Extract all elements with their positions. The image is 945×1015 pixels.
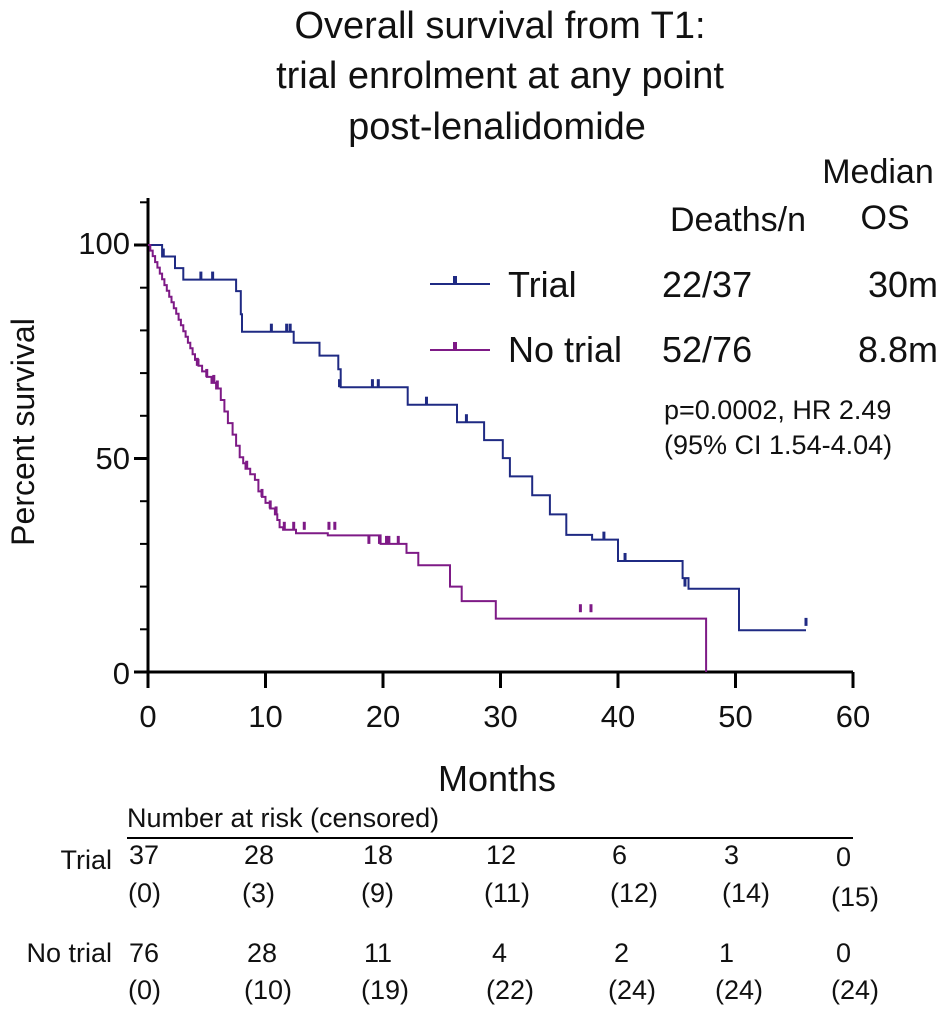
- risk-censored-cell: (24): [831, 975, 879, 1005]
- x-tick-label: 30: [483, 699, 517, 734]
- risk-at-risk-cell: 0: [836, 938, 851, 968]
- risk-at-risk-cell: 1: [719, 938, 734, 968]
- y-tick-label: 0: [113, 656, 130, 691]
- risk-table: Number at risk (censored) Trial 37 28 18…: [26, 803, 879, 1005]
- x-tick-labels: 0 10 20 30 40 50 60: [139, 699, 870, 734]
- risk-censored-cell: (24): [715, 975, 763, 1005]
- risk-at-risk-cell: 28: [244, 840, 274, 870]
- survival-line-trial: [148, 244, 806, 632]
- risk-censored-cell: (11): [484, 878, 530, 908]
- x-tick-label: 20: [366, 699, 400, 734]
- risk-at-risk-cell: 2: [614, 938, 629, 968]
- risk-censored-cell: (0): [128, 878, 161, 908]
- risk-at-risk-cell: 0: [836, 842, 851, 872]
- risk-at-risk-cell: 12: [486, 840, 516, 870]
- y-tick-label: 50: [96, 441, 130, 476]
- risk-at-risk-cell: 76: [129, 938, 159, 968]
- y-tick-label: 100: [78, 226, 130, 261]
- x-tick-label: 50: [718, 699, 752, 734]
- risk-censored-cell: (9): [361, 878, 394, 908]
- survival-curves: [148, 244, 808, 672]
- deaths-n-trial: 22/37: [662, 264, 752, 305]
- x-major-ticks: [146, 672, 855, 688]
- stats-ci: (95% CI 1.54-4.04): [664, 430, 892, 460]
- y-minor-ticks: [140, 201, 148, 631]
- risk-table-title: Number at risk (censored): [127, 803, 439, 833]
- risk-censored-cell: (19): [361, 975, 409, 1005]
- legend-label-no-trial: No trial: [508, 329, 622, 370]
- risk-at-risk-cell: 11: [364, 938, 392, 968]
- y-tick-labels: 0 50 100: [78, 226, 130, 691]
- stats-p-hr: p=0.0002, HR 2.49: [664, 395, 891, 425]
- title-line-3: post-lenalidomide: [348, 106, 646, 148]
- risk-censored-cell: (3): [242, 878, 275, 908]
- deaths-n-no-trial: 52/76: [662, 329, 752, 370]
- risk-at-risk-cell: 4: [492, 938, 507, 968]
- chart-title: Overall survival from T1: trial enrolmen…: [276, 5, 724, 148]
- y-axis-label: Percent survival: [5, 318, 41, 546]
- risk-censored-cell: (12): [610, 878, 658, 908]
- y-major-ticks: [134, 243, 148, 674]
- median-os-no-trial: 8.8m: [858, 329, 938, 370]
- risk-row-label: Trial: [61, 845, 113, 875]
- risk-row-trial: Trial 37 28 18 12 6 3 0 (0) (3) (9) (11)…: [61, 840, 880, 912]
- risk-censored-cell: (0): [128, 975, 161, 1005]
- x-tick-label: 60: [836, 699, 870, 734]
- legend-label-trial: Trial: [508, 264, 577, 305]
- risk-at-risk-cell: 28: [247, 938, 277, 968]
- risk-censored-cell: (22): [486, 975, 534, 1005]
- legend: Median Deaths/n OS Trial 22/37 30m No tr…: [430, 153, 938, 460]
- title-line-2: trial enrolment at any point: [276, 55, 724, 97]
- median-header-line-1: Median: [822, 153, 934, 191]
- title-line-1: Overall survival from T1:: [294, 5, 705, 47]
- median-os-trial: 30m: [868, 264, 938, 305]
- risk-at-risk-cell: 37: [129, 840, 159, 870]
- legend-entry-trial: Trial 22/37 30m: [430, 264, 938, 305]
- x-tick-label: 0: [139, 699, 156, 734]
- median-header-line-2: OS: [860, 199, 909, 237]
- legend-entry-no-trial: No trial 52/76 8.8m: [430, 329, 938, 370]
- x-tick-label: 10: [248, 699, 282, 734]
- risk-censored-cell: (24): [608, 975, 656, 1005]
- deaths-header: Deaths/n: [670, 201, 806, 239]
- risk-censored-cell: (15): [831, 882, 879, 912]
- risk-at-risk-cell: 6: [612, 840, 627, 870]
- risk-at-risk-cell: 3: [724, 840, 739, 870]
- risk-censored-cell: (10): [244, 975, 292, 1005]
- survival-line-no-trial: [148, 244, 708, 672]
- x-tick-label: 40: [601, 699, 635, 734]
- risk-row-label: No trial: [26, 938, 112, 968]
- risk-censored-cell: (14): [722, 878, 770, 908]
- x-axis-label: Months: [438, 758, 556, 799]
- risk-at-risk-cell: 18: [363, 840, 393, 870]
- risk-row-no-trial: No trial 76 28 11 4 2 1 0 (0) (10) (19) …: [26, 938, 879, 1005]
